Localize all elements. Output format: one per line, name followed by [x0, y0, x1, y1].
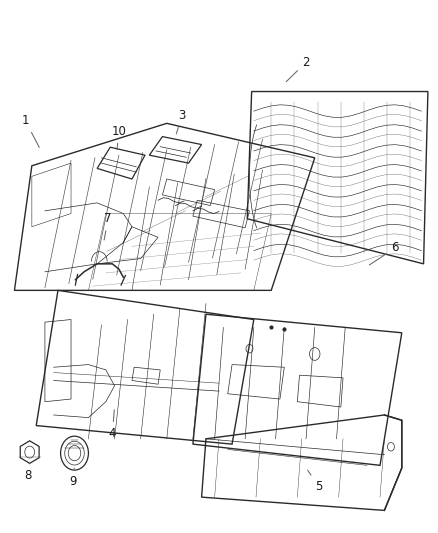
Text: 8: 8 [24, 463, 31, 482]
Text: 9: 9 [70, 468, 77, 488]
Text: 1: 1 [21, 114, 39, 148]
Text: 4: 4 [109, 410, 116, 440]
Text: 6: 6 [369, 241, 399, 265]
Text: 7: 7 [104, 212, 112, 240]
Text: 10: 10 [111, 125, 126, 150]
Text: 2: 2 [286, 56, 310, 82]
Text: 5: 5 [307, 470, 323, 493]
Text: 3: 3 [176, 109, 186, 134]
